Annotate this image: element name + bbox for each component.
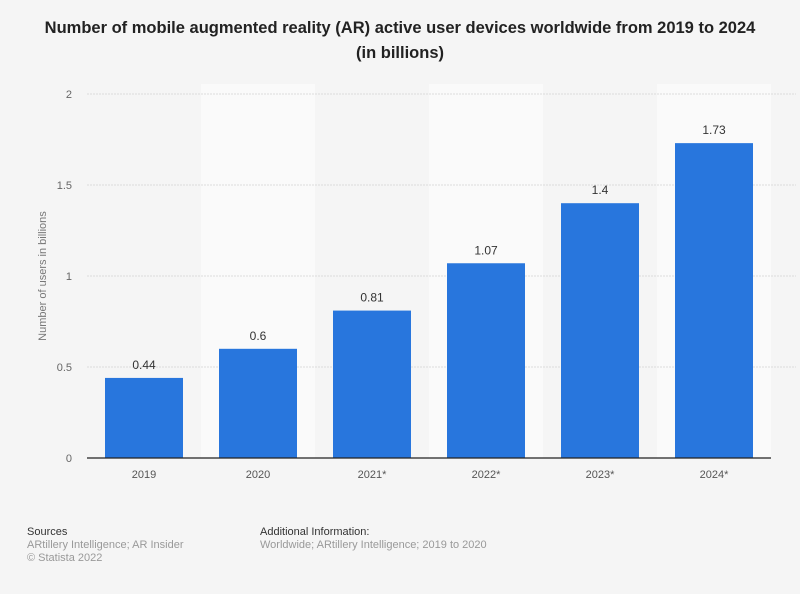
- chart-title: Number of mobile augmented reality (AR) …: [44, 19, 756, 62]
- bar: [675, 143, 753, 458]
- data-label: 1.07: [474, 243, 498, 257]
- sources-text[interactable]: ARtillery Intelligence; AR Insider: [27, 539, 184, 551]
- bar: [561, 203, 639, 458]
- copyright: © Statista 2022: [27, 552, 103, 564]
- y-tick-label: 1: [66, 271, 72, 283]
- y-tick-label: 0.5: [57, 362, 72, 374]
- y-tick-label: 0: [66, 453, 72, 465]
- bar: [219, 348, 297, 458]
- x-tick-label: 2022*: [472, 469, 501, 481]
- y-tick-label: 1.5: [57, 180, 72, 192]
- x-tick-label: 2020: [246, 469, 270, 481]
- data-label: 0.81: [360, 291, 384, 305]
- additional-info-text: Worldwide; ARtillery Intelligence; 2019 …: [260, 539, 487, 551]
- bar: [105, 377, 183, 458]
- data-label: 0.44: [132, 358, 156, 372]
- x-tick-label: 2023*: [586, 469, 615, 481]
- data-label: 1.73: [702, 123, 726, 137]
- x-tick-label: 2019: [132, 469, 156, 481]
- y-axis-label: Number of users in billions: [37, 211, 49, 341]
- data-label: 0.6: [250, 329, 267, 343]
- bar: [447, 263, 525, 458]
- x-tick-label: 2021*: [358, 469, 387, 481]
- x-tick-label: 2024*: [700, 469, 729, 481]
- sources-heading: Sources: [27, 526, 68, 538]
- y-tick-label: 2: [66, 89, 72, 101]
- bar: [333, 310, 411, 458]
- bar-chart: 0 0.5 1 1.5 2 Number of users in billions 0.44…: [37, 89, 796, 481]
- data-label: 1.4: [592, 183, 609, 197]
- additional-info-heading: Additional Information:: [260, 526, 370, 538]
